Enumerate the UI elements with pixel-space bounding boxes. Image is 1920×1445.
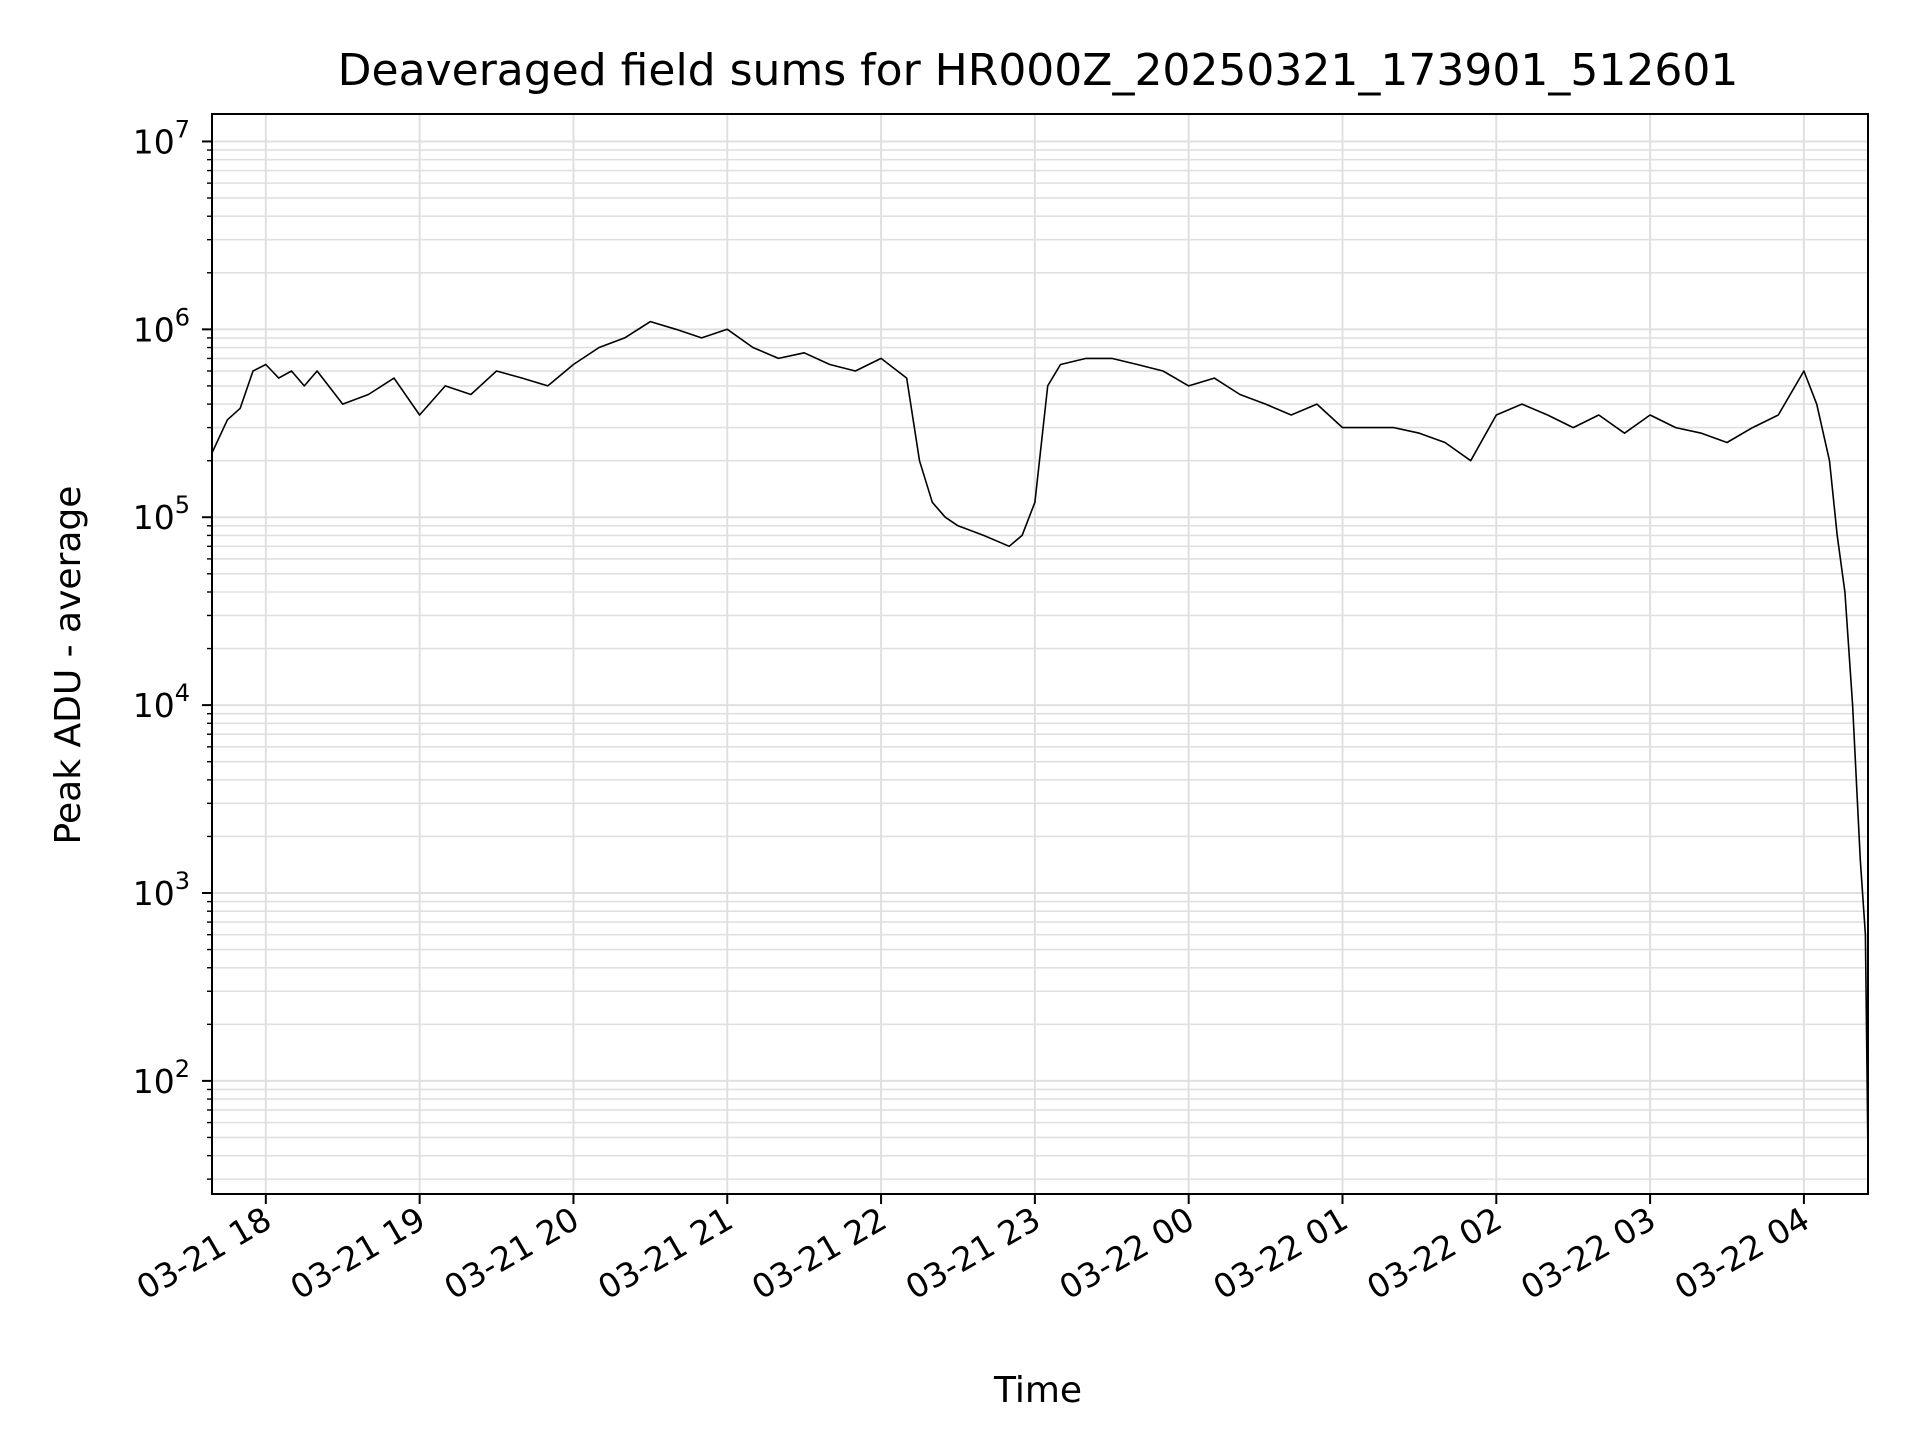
y-tick-label: 105 — [133, 491, 190, 537]
y-tick-label: 103 — [133, 867, 190, 913]
y-tick-exponent: 6 — [175, 303, 190, 331]
y-tick-exponent: 7 — [175, 115, 190, 143]
y-tick-label: 107 — [133, 115, 190, 161]
chart-title: Deaveraged field sums for HR000Z_2025032… — [338, 45, 1739, 96]
series-layer — [211, 320, 1869, 1156]
plot-frame — [211, 113, 1869, 1195]
y-axis-label: Peak ADU - average — [48, 486, 89, 845]
y-tick-label: 102 — [133, 1055, 190, 1101]
y-tick-label: 104 — [133, 679, 190, 725]
y-tick-base: 10 — [133, 686, 175, 725]
y-tick-exponent: 2 — [175, 1055, 190, 1083]
x-axis-label: Time — [993, 1370, 1082, 1411]
y-tick-exponent: 3 — [175, 867, 190, 895]
y-tick-exponent: 5 — [175, 491, 190, 519]
y-tick-base: 10 — [133, 310, 175, 349]
y-tick-label: 106 — [133, 303, 190, 349]
y-tick-base: 10 — [133, 122, 175, 161]
y-tick-base: 10 — [133, 498, 175, 537]
y-tick-exponent: 4 — [175, 679, 190, 707]
series-line — [211, 320, 1869, 1156]
grid — [212, 114, 1868, 1194]
y-tick-base: 10 — [133, 1062, 175, 1101]
y-tick-base: 10 — [133, 874, 175, 913]
